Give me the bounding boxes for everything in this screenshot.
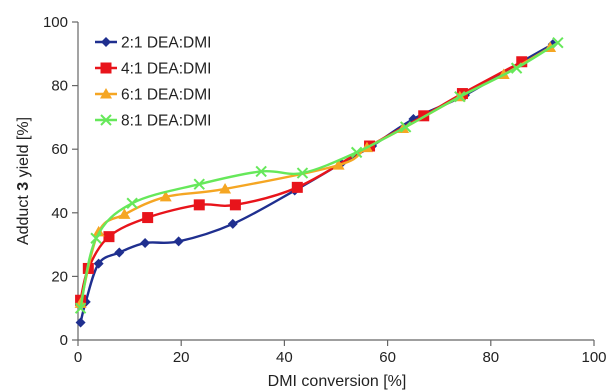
data-point-2-1-dea-dmi <box>93 258 104 269</box>
legend-swatch-marker <box>100 114 112 126</box>
data-point-6-1-dea-dmi <box>219 182 232 194</box>
data-point-4-1-dea-dmi <box>229 199 241 211</box>
x-tick-label: 40 <box>276 349 293 366</box>
data-point-8-1-dea-dmi <box>552 36 564 49</box>
data-point-2-1-dea-dmi <box>140 238 151 249</box>
series-2-1-dea-dmi <box>75 39 558 328</box>
y-axis-title-prefix: Adduct <box>15 191 32 245</box>
data-point-8-1-dea-dmi <box>454 91 466 103</box>
y-axis-title: Adduct 3 yield [%] <box>15 117 32 245</box>
series-8-1-dea-dmi <box>74 36 564 314</box>
data-point-2-1-dea-dmi <box>173 236 184 247</box>
data-point-4-1-dea-dmi <box>103 231 115 243</box>
x-tick-label: 60 <box>379 349 396 366</box>
x-tick-label: 20 <box>173 349 190 366</box>
data-point-4-1-dea-dmi <box>142 212 154 224</box>
y-tick-label: 100 <box>43 14 68 31</box>
data-point-8-1-dea-dmi <box>126 197 138 209</box>
y-tick-label: 0 <box>60 332 68 349</box>
legend-swatch-marker <box>101 37 111 47</box>
data-point-4-1-dea-dmi <box>516 56 528 68</box>
legend-label: 4:1 DEA:DMI <box>121 61 211 78</box>
data-point-6-1-dea-dmi <box>118 208 131 219</box>
legend-item-4-1-dea-dmi: 4:1 DEA:DMI <box>95 61 211 78</box>
y-axis-title-bold: 3 <box>15 182 32 191</box>
data-point-6-1-dea-dmi <box>332 159 345 170</box>
legend-swatch-marker <box>100 88 112 99</box>
data-point-2-1-dea-dmi <box>227 218 238 229</box>
chart-legend: 2:1 DEA:DMI 4:1 DEA:DMI 6:1 DEA:DMI 8:1 DEA… <box>95 35 211 130</box>
legend-swatch-marker <box>100 62 112 74</box>
data-point-8-1-dea-dmi <box>399 121 412 133</box>
data-point-8-1-dea-dmi <box>296 167 309 179</box>
y-tick-label: 80 <box>51 78 68 95</box>
data-point-4-1-dea-dmi <box>193 199 205 211</box>
data-point-8-1-dea-dmi <box>90 232 102 244</box>
y-tick-label: 60 <box>51 141 68 158</box>
chart-axes: 0 20 40 60 80 100 0 20 40 60 80 100 <box>43 14 607 366</box>
y-axis-title-suffix: yield [%] <box>15 117 32 182</box>
x-tick-label: 80 <box>482 349 499 366</box>
legend-label: 8:1 DEA:DMI <box>121 113 211 130</box>
chart-series <box>74 36 564 328</box>
data-point-2-1-dea-dmi <box>114 247 125 258</box>
x-axis-title: DMI conversion [%] <box>268 373 407 390</box>
data-point-4-1-dea-dmi <box>291 181 303 193</box>
data-point-8-1-dea-dmi <box>350 146 363 159</box>
x-tick-label: 0 <box>74 349 82 366</box>
data-point-2-1-dea-dmi <box>75 317 86 328</box>
data-point-8-1-dea-dmi <box>74 302 87 314</box>
data-point-8-1-dea-dmi <box>510 62 523 74</box>
data-point-8-1-dea-dmi <box>193 178 205 190</box>
y-tick-label: 20 <box>51 268 68 285</box>
x-tick-label: 100 <box>581 349 606 366</box>
legend-item-6-1-dea-dmi: 6:1 DEA:DMI <box>95 87 211 104</box>
y-tick-label: 40 <box>51 205 68 222</box>
legend-item-8-1-dea-dmi: 8:1 DEA:DMI <box>95 113 211 130</box>
data-point-6-1-dea-dmi <box>159 190 172 202</box>
legend-item-2-1-dea-dmi: 2:1 DEA:DMI <box>95 35 211 52</box>
legend-label: 2:1 DEA:DMI <box>121 35 211 52</box>
data-point-8-1-dea-dmi <box>255 165 267 178</box>
legend-label: 6:1 DEA:DMI <box>121 87 211 104</box>
